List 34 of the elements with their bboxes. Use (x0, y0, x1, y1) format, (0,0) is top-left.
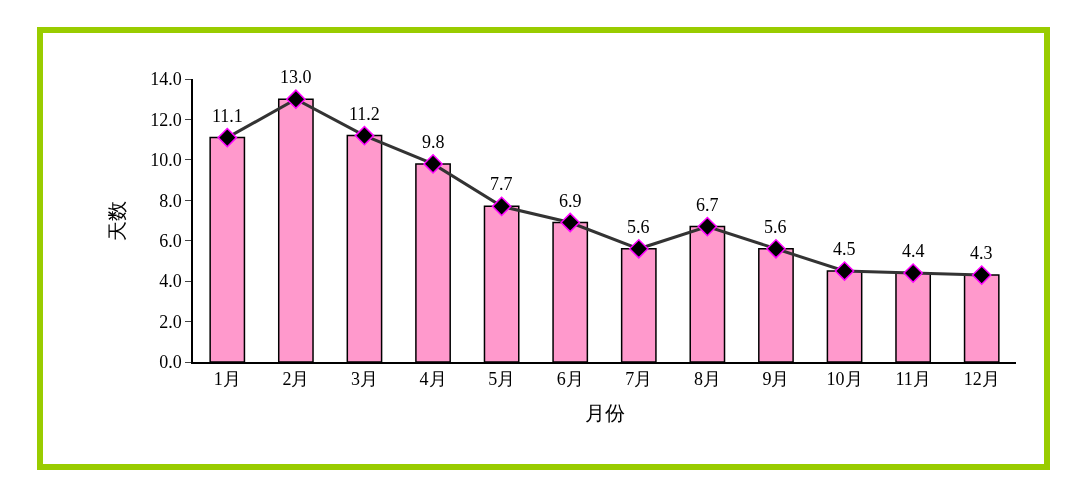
y-tick-label: 10.0 (150, 150, 182, 171)
x-tick-label: 12月 (963, 369, 1000, 390)
text: 5.6 (764, 217, 787, 237)
x-tick-label: 1月 (213, 369, 241, 390)
text: 11.2 (349, 104, 380, 124)
x-tick-label: 2月 (282, 369, 310, 390)
x-tick-label: 3月 (350, 369, 378, 390)
text: 4.3 (970, 243, 993, 263)
y-tick-label: 2.0 (159, 311, 182, 332)
text: 11.1 (212, 106, 243, 126)
text: 6.7 (696, 195, 719, 215)
text: 6.9 (559, 191, 582, 211)
y-tick-label: 12.0 (150, 109, 182, 130)
y-tick-label: 6.0 (159, 231, 182, 252)
x-tick-label: 11月 (895, 369, 931, 390)
x-tick-label: 6月 (556, 369, 584, 390)
y-tick-label: 0.0 (159, 352, 182, 373)
y-axis-title: 天数 (106, 200, 129, 241)
text: 9.8 (422, 132, 445, 152)
text: 5.6 (627, 217, 650, 237)
text: 4.4 (902, 241, 925, 261)
y-tick-label: 4.0 (159, 271, 182, 292)
y-tick-label: 14.0 (150, 69, 182, 90)
y-tick-label: 8.0 (159, 190, 182, 211)
x-tick-label: 7月 (625, 369, 653, 390)
x-tick-label: 5月 (488, 369, 516, 390)
x-tick-label: 4月 (419, 369, 447, 390)
text: 4.5 (833, 239, 856, 259)
x-tick-label: 9月 (762, 369, 790, 390)
x-tick-label: 10月 (826, 369, 863, 390)
x-axis-title: 月份 (584, 402, 625, 425)
x-tick-label: 8月 (693, 369, 721, 390)
text: 7.7 (490, 174, 513, 194)
text: 13.0 (280, 67, 312, 87)
